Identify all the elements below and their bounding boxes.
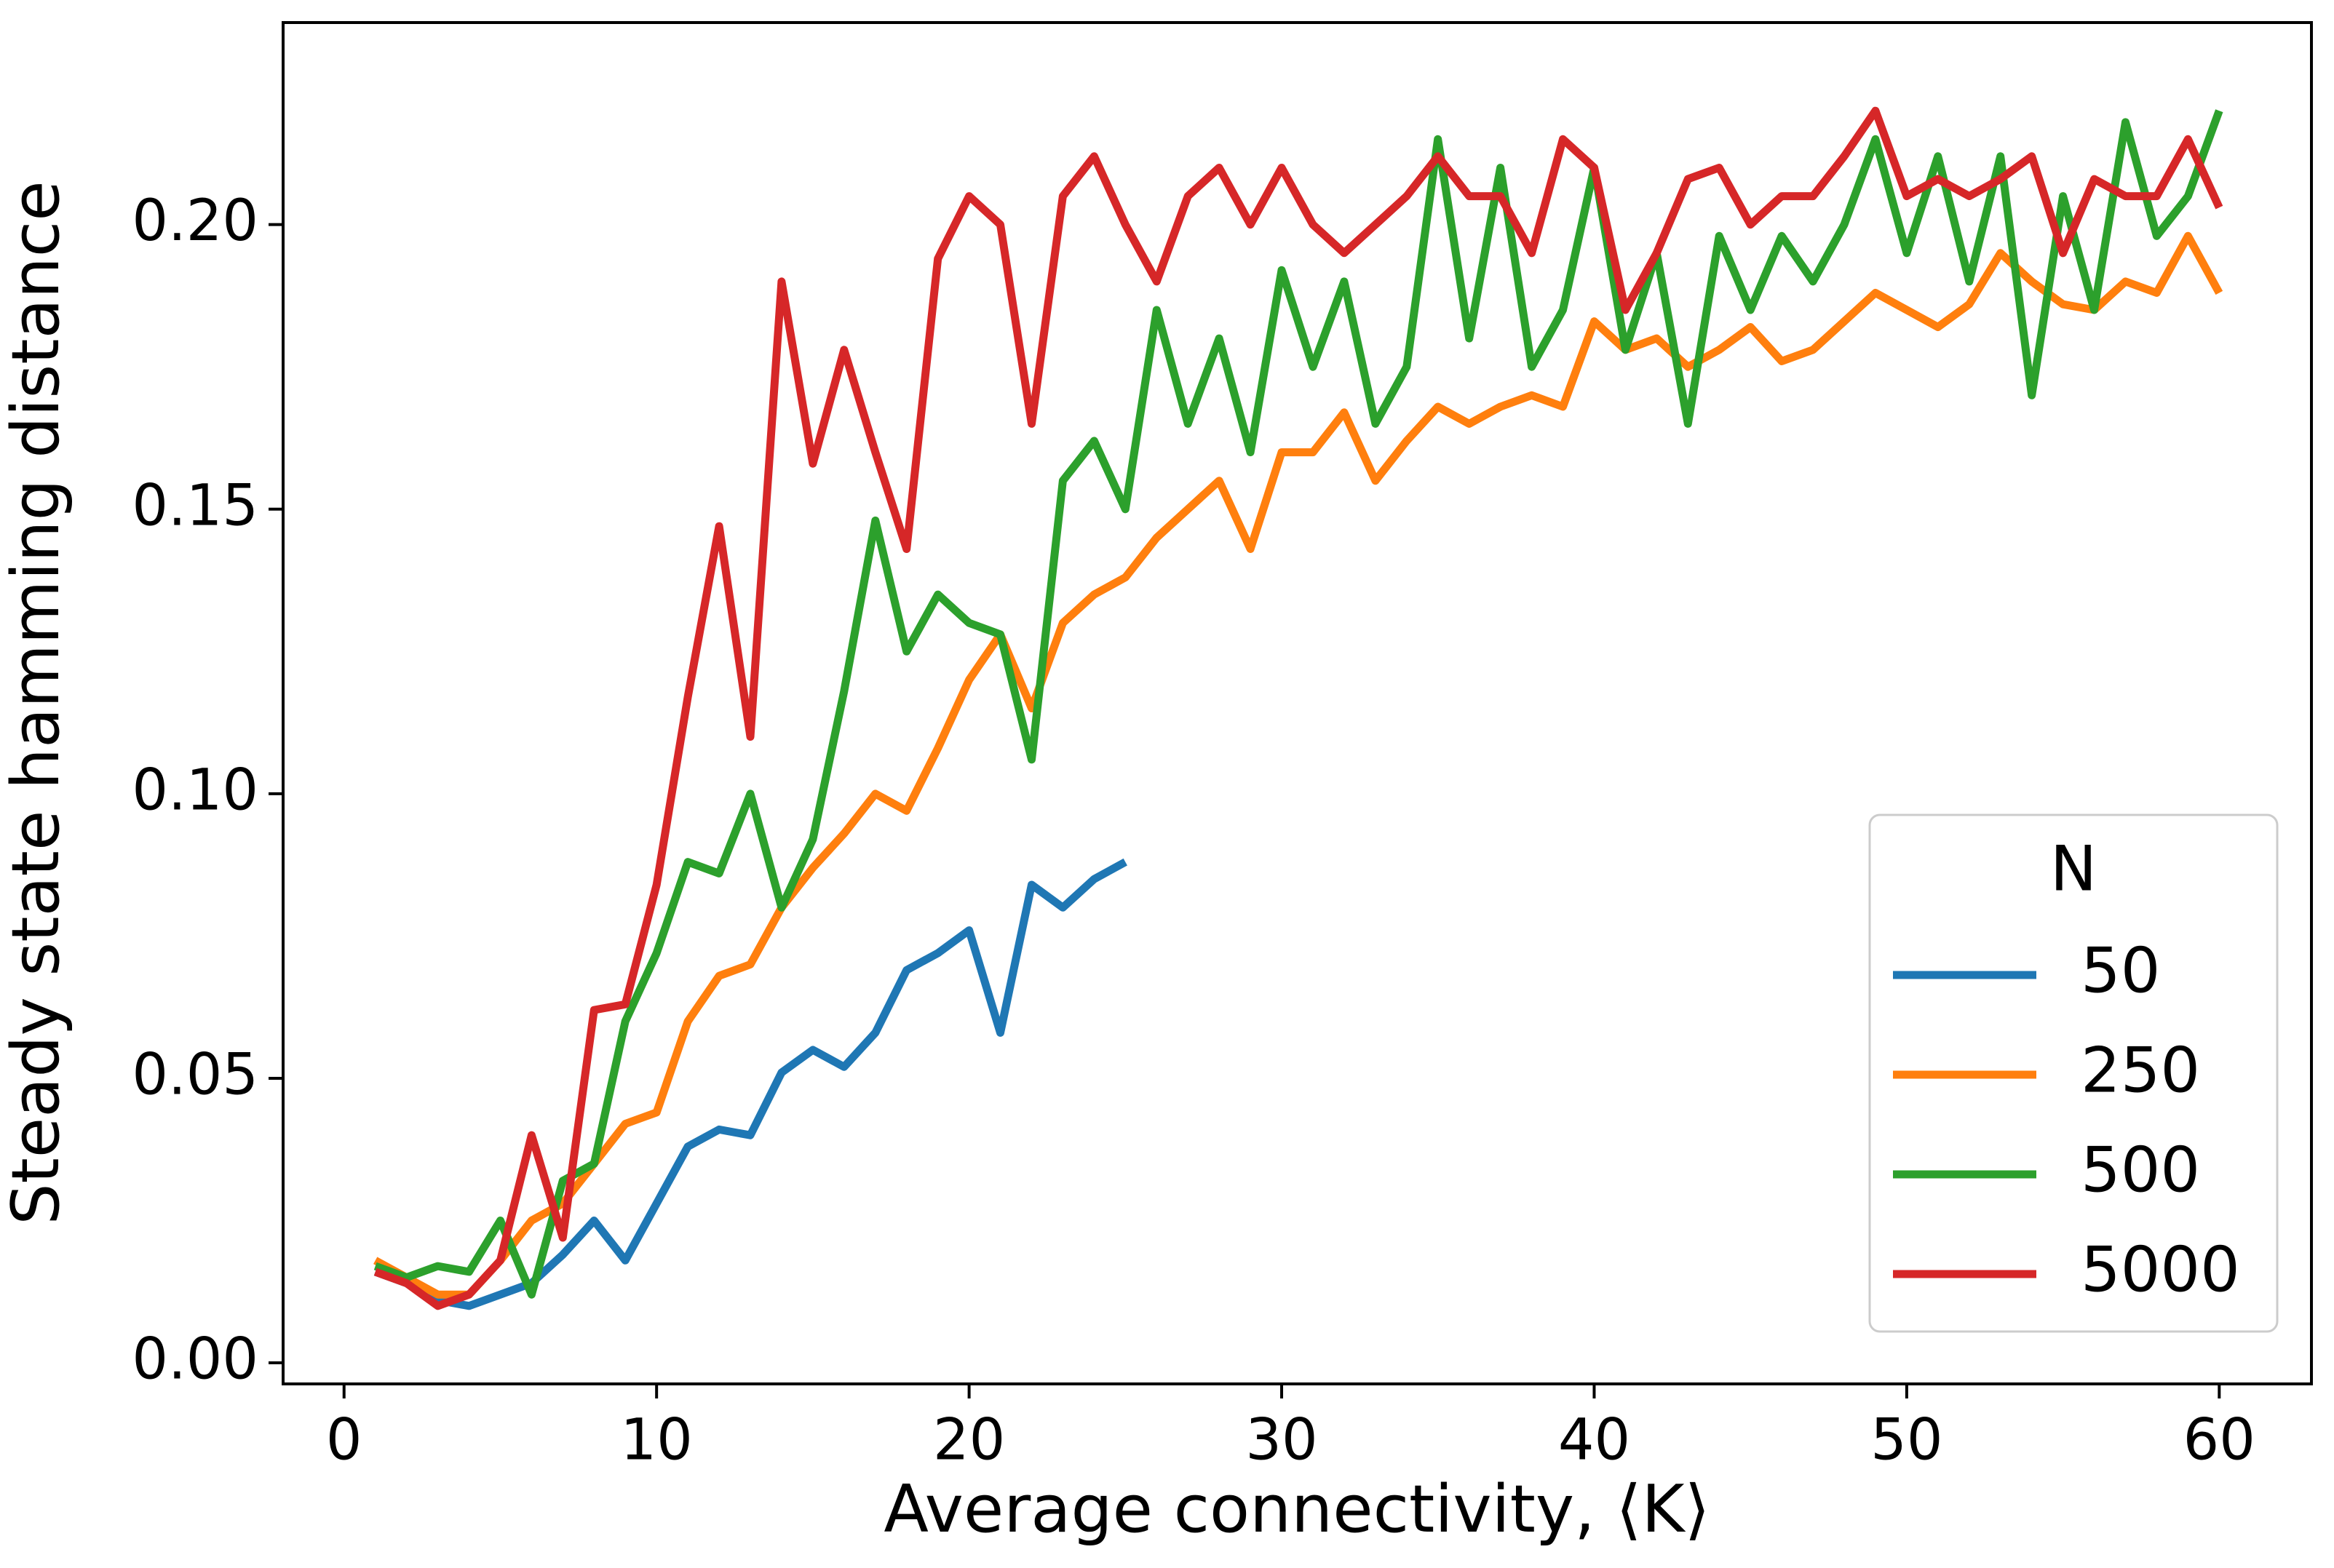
series-line [373, 106, 2223, 1310]
legend-label: 50 [2081, 934, 2160, 1007]
x-tick-label: 60 [2183, 1407, 2255, 1473]
x-tick-label: 10 [621, 1407, 693, 1473]
series-line [373, 231, 2223, 1299]
legend-title: N [2050, 832, 2097, 905]
legend-label: 250 [2081, 1034, 2200, 1107]
y-tick-label: 0.15 [132, 473, 258, 538]
x-tick-label: 50 [1870, 1407, 1942, 1473]
series-line [373, 858, 1127, 1310]
plot-frame [282, 21, 2313, 1385]
y-axis-label: Steady state hamming distance [0, 180, 74, 1225]
legend-label: 5000 [2081, 1233, 2240, 1306]
series-line [373, 109, 2223, 1299]
x-axis-label: Average connectivity, ⟨K⟩ [884, 1471, 1710, 1548]
y-tick-label: 0.20 [132, 188, 258, 254]
x-tick-label: 30 [1245, 1407, 1317, 1473]
x-tick-label: 20 [933, 1407, 1005, 1473]
x-tick-label: 0 [326, 1407, 362, 1473]
y-tick-label: 0.05 [132, 1042, 258, 1107]
legend-box [1868, 813, 2279, 1333]
y-tick-label: 0.00 [132, 1327, 258, 1393]
y-tick-label: 0.10 [132, 757, 258, 823]
x-tick-label: 40 [1558, 1407, 1630, 1473]
legend-label: 500 [2081, 1134, 2200, 1206]
